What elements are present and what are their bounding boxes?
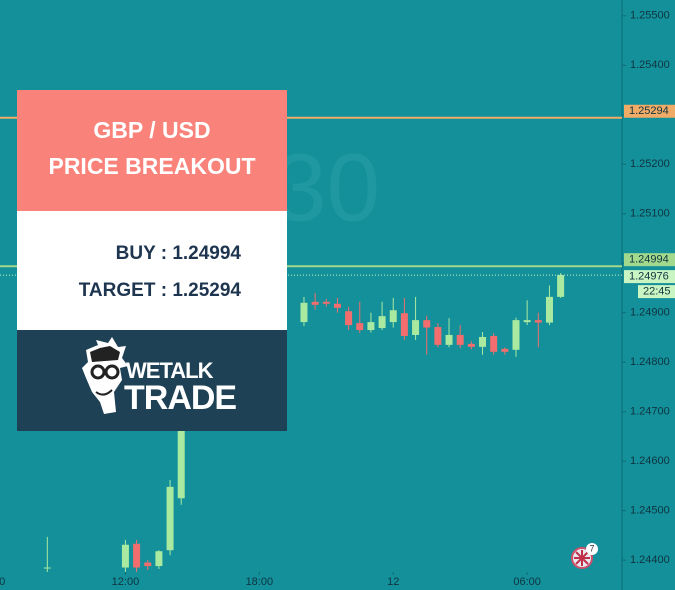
candle-body [356,323,364,331]
y-tick-label: 1.25500 [630,10,670,22]
card-header [17,90,287,211]
y-tick-label: 1.24700 [630,406,670,418]
candle-body [43,567,51,569]
logo-text: TRADE [124,379,236,417]
x-tick-label: 06:00 [513,576,541,588]
card-title: PRICE BREAKOUT [48,153,255,179]
y-tick-label: 1.24900 [630,307,670,319]
y-tick-label: 1.24600 [630,455,670,467]
y-tick-label: 1.24500 [630,505,670,517]
axes: 1.24400 1.24500 1.24600 1.24700 1.24800 1.249… [0,10,675,588]
y-tick-label: 1.24800 [630,356,670,368]
candle-body [311,301,319,305]
candle-body [300,302,308,323]
candle-body [445,334,453,345]
candle-body [133,543,141,568]
logo-mascot [82,337,128,414]
card-footer [17,330,287,431]
candle-body [456,334,464,345]
candle-body [144,562,152,567]
card-body [17,211,287,330]
badge-count: 7 [589,543,594,553]
candle-body [434,327,442,345]
price-label-box [624,253,675,267]
price-label: 1.25294 [629,105,669,117]
card-line: BUY : 1.24994 [116,243,242,264]
candle-body [333,303,341,308]
candle-body [412,320,420,335]
candle-body [490,335,498,352]
candle-body [121,544,129,568]
candle-body [479,336,487,347]
candle-body [322,301,330,304]
candle-body [400,313,408,336]
candle-body [501,348,509,352]
candle-body [166,486,174,551]
badge [586,543,598,555]
x-tick-label: 06:00 [0,576,5,588]
card: GBP / USD PRICE BREAKOUT BUY : 1.24994 T… [17,90,287,431]
price-label-box [624,104,675,118]
events-icon[interactable]: 7 [571,543,598,569]
candle-body [155,551,163,567]
candle-body [378,316,386,329]
time-label-box [638,285,675,299]
candle-body [345,311,353,326]
candle-body [367,322,375,331]
logo-text: WETALK [126,358,214,383]
candle-body [177,372,185,499]
watermark: 30 [273,134,380,241]
y-tick-label: 1.25400 [630,59,670,71]
price-label: 1.24994 [629,254,669,266]
x-tick-label: 12 [387,576,399,588]
x-tick-label: 12:00 [112,576,140,588]
candle-body [512,320,520,350]
candle-body [545,296,553,323]
y-tick-label: 1.24400 [630,554,670,566]
y-tick-label: 1.25100 [630,208,670,220]
card-title: GBP / USD [93,117,210,143]
candle-body [557,275,565,297]
candle-body [534,320,542,323]
candle-body [423,320,431,328]
candle-body [523,320,531,323]
price-label-box [624,270,675,284]
candle-body [389,310,397,323]
time-label: 22:45 [643,286,671,298]
y-tick-label: 1.25200 [630,158,670,170]
candle-body [467,343,475,347]
card-line: TARGET : 1.25294 [79,280,242,301]
price-label: 1.24976 [629,271,669,283]
x-tick-label: 18:00 [246,576,274,588]
